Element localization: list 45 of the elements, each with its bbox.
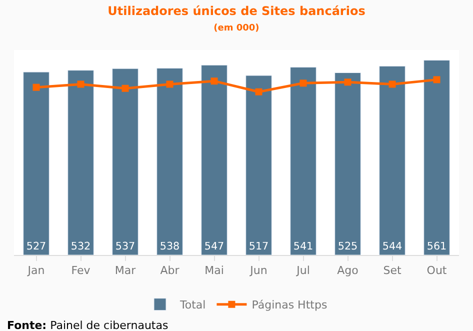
bar (290, 66, 316, 255)
point (255, 88, 262, 96)
data-label: 541 (293, 240, 314, 252)
bar (334, 72, 361, 255)
x-tick-label: Ago (337, 264, 359, 278)
x-tick-label: Jul (296, 264, 310, 278)
bar (246, 75, 272, 255)
source-note: Fonte: Painel de cibernautas (7, 319, 168, 331)
point (210, 78, 218, 85)
legend-label: Páginas Https (252, 298, 328, 312)
bar (379, 66, 406, 255)
data-label: 537 (115, 240, 136, 252)
bar (112, 68, 138, 255)
point (122, 84, 129, 92)
x-tick-label: Jun (249, 264, 268, 278)
chart-title: Utilizadores únicos de Sites bancários (108, 4, 366, 18)
bar (201, 64, 228, 255)
x-tick-label: Mar (114, 264, 136, 278)
x-tick-label: Set (383, 264, 402, 278)
point (300, 80, 307, 87)
legend-label: Total (179, 298, 206, 312)
data-label: 538 (160, 240, 180, 252)
x-tick-label: Fev (71, 264, 91, 278)
point (344, 78, 352, 86)
point (77, 80, 84, 88)
bar (424, 60, 450, 255)
chart-subtitle: (em 000) (214, 23, 260, 34)
data-label: 527 (26, 240, 46, 252)
x-tick-label: Mai (204, 264, 224, 278)
point (388, 80, 396, 88)
x-tick-label: Abr (160, 264, 180, 278)
data-label: 517 (248, 240, 269, 252)
point (166, 80, 174, 88)
bar (68, 70, 94, 255)
data-label: 561 (426, 240, 447, 252)
data-label: 547 (204, 240, 224, 252)
data-label: 532 (70, 240, 91, 252)
x-tick-label: Jan (26, 264, 45, 278)
bar (23, 72, 50, 255)
data-label: 525 (338, 240, 358, 252)
bar (156, 68, 183, 255)
data-label: 544 (382, 240, 403, 252)
point (433, 76, 440, 84)
point (32, 84, 40, 91)
x-tick-label: Out (426, 264, 448, 278)
